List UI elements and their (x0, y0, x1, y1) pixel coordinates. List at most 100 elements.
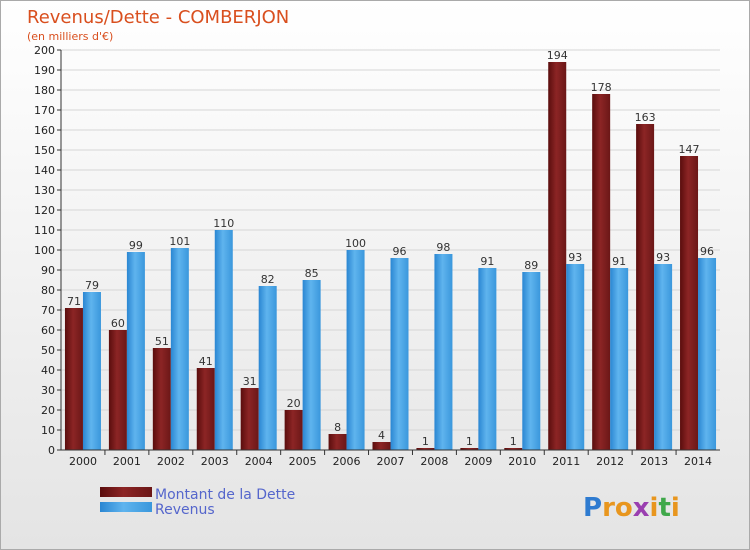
bar-debt-2006 (328, 434, 347, 450)
bar-revenue-value-label: 110 (213, 217, 234, 230)
bar-debt-value-label: 20 (287, 397, 301, 410)
x-tick-label: 2007 (377, 455, 405, 468)
bar-revenue-2005 (302, 280, 321, 450)
logo-letter: x (633, 493, 650, 523)
legend: Montant de la Dette Revenus (100, 487, 295, 518)
logo-letter: P (583, 493, 602, 523)
x-tick-label: 2000 (69, 455, 97, 468)
bar-debt-2013 (636, 124, 655, 450)
bar-revenue-value-label: 91 (612, 255, 626, 268)
bar-revenue-value-label: 93 (656, 251, 670, 264)
y-tick-label: 10 (41, 424, 55, 437)
bar-debt-2005 (284, 410, 303, 450)
y-axis-ticks: 0 10 20 30 40 50 60 70 80 90 100 110 120 130 140 150 160… (34, 44, 61, 457)
bar-debt-value-label: 8 (334, 421, 341, 434)
bar-revenue-value-label: 98 (436, 241, 450, 254)
bar-revenue-2009 (478, 268, 497, 450)
bar-debt-value-label: 1 (466, 435, 473, 448)
bar-revenue-value-label: 99 (129, 239, 143, 252)
bar-debt-2009 (460, 448, 479, 450)
bar-revenue-2003 (214, 230, 233, 450)
chart-title: Revenus/Dette - COMBERJON (27, 7, 289, 28)
x-tick-label: 2010 (508, 455, 536, 468)
bar-revenue-value-label: 100 (345, 237, 366, 250)
y-tick-label: 160 (34, 124, 55, 137)
bar-debt-2004 (240, 388, 259, 450)
bar-revenue-value-label: 91 (480, 255, 494, 268)
bar-revenue-2012 (610, 268, 629, 450)
proxiti-logo: Proxiti (583, 493, 680, 523)
x-tick-label: 2003 (201, 455, 229, 468)
bar-revenue-2010 (522, 272, 541, 450)
bar-debt-2002 (152, 348, 171, 450)
logo-letter: i (650, 493, 659, 523)
y-tick-label: 110 (34, 224, 55, 237)
bar-revenue-value-label: 82 (261, 273, 275, 286)
bar-debt-2011 (548, 62, 567, 450)
y-tick-label: 50 (41, 344, 55, 357)
bar-revenue-value-label: 89 (524, 259, 538, 272)
logo-letter: o (615, 493, 633, 523)
logo-letter: t (658, 493, 670, 523)
bar-revenue-2001 (126, 252, 145, 450)
y-tick-label: 200 (34, 44, 55, 57)
bar-revenue-2002 (170, 248, 189, 450)
bar-revenue-2013 (654, 264, 673, 450)
y-tick-label: 40 (41, 364, 55, 377)
bar-revenue-2000 (82, 292, 101, 450)
chart-subtitle: (en milliers d'€) (27, 30, 113, 43)
bar-debt-value-label: 163 (635, 111, 656, 124)
y-tick-label: 170 (34, 104, 55, 117)
x-tick-label: 2009 (464, 455, 492, 468)
bar-debt-value-label: 71 (67, 295, 81, 308)
bar-debt-2001 (108, 330, 127, 450)
y-tick-label: 100 (34, 244, 55, 257)
bar-revenue-2014 (698, 258, 717, 450)
logo-letter: i (671, 493, 680, 523)
legend-swatch-revenue (100, 502, 152, 512)
bar-debt-value-label: 194 (547, 49, 568, 62)
bar-debt-2007 (372, 442, 391, 450)
y-tick-label: 90 (41, 264, 55, 277)
bar-debt-2014 (680, 156, 699, 450)
bar-debt-value-label: 51 (155, 335, 169, 348)
x-tick-label: 2014 (684, 455, 712, 468)
bar-revenue-value-label: 96 (700, 245, 714, 258)
bar-debt-2000 (64, 308, 83, 450)
y-tick-label: 80 (41, 284, 55, 297)
logo-letter: r (602, 493, 615, 523)
y-tick-label: 190 (34, 64, 55, 77)
y-tick-label: 150 (34, 144, 55, 157)
bar-revenue-2011 (566, 264, 585, 450)
bar-debt-value-label: 147 (679, 143, 700, 156)
bar-revenue-value-label: 96 (393, 245, 407, 258)
y-tick-label: 180 (34, 84, 55, 97)
bar-revenue-value-label: 93 (568, 251, 582, 264)
x-tick-label: 2002 (157, 455, 185, 468)
y-tick-label: 130 (34, 184, 55, 197)
legend-swatch-debt (100, 487, 152, 497)
legend-label-revenue: Revenus (155, 502, 215, 518)
bars-group: 71 79 60 99 51 101 41 110 31 82 20 85 8 100 4 96 1 98 1 91 1… (64, 49, 717, 450)
bar-revenue-value-label: 79 (85, 279, 99, 292)
bar-debt-2012 (592, 94, 611, 450)
y-tick-label: 120 (34, 204, 55, 217)
x-tick-label: 2013 (640, 455, 668, 468)
x-tick-label: 2001 (113, 455, 141, 468)
bar-debt-value-label: 41 (199, 355, 213, 368)
bar-debt-value-label: 1 (510, 435, 517, 448)
y-tick-label: 0 (48, 444, 55, 457)
y-tick-label: 20 (41, 404, 55, 417)
bar-revenue-2006 (346, 250, 365, 450)
x-tick-label: 2011 (552, 455, 580, 468)
y-tick-label: 30 (41, 384, 55, 397)
bar-debt-value-label: 31 (243, 375, 257, 388)
bar-debt-value-label: 178 (591, 81, 612, 94)
y-tick-label: 140 (34, 164, 55, 177)
bar-debt-value-label: 60 (111, 317, 125, 330)
bar-debt-2008 (416, 448, 435, 450)
x-tick-label: 2004 (245, 455, 273, 468)
x-axis-ticks: 2000 2001 2002 2003 2004 2005 2006 2007 2008 2009… (69, 450, 712, 468)
bar-debt-2010 (504, 448, 523, 450)
